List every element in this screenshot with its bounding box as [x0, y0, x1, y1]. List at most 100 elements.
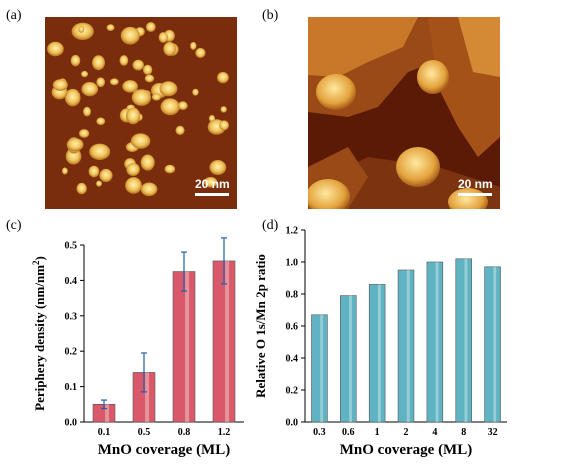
y-tick-label: 1.0 [286, 258, 299, 269]
bar [455, 258, 472, 423]
island [70, 54, 81, 67]
y-tick-label: 0.8 [286, 290, 299, 301]
island [92, 55, 105, 71]
stm-image-b-graphic [308, 17, 500, 209]
island [83, 106, 91, 117]
bar [172, 271, 196, 423]
island [47, 41, 64, 57]
island [209, 160, 227, 176]
island [163, 41, 176, 56]
x-tick-label: 0.8 [178, 427, 191, 438]
island [158, 32, 168, 43]
island [64, 88, 81, 107]
y-tick-label: 0.2 [286, 386, 299, 397]
island [61, 167, 68, 175]
island [99, 168, 113, 183]
y-tick-label: 0.5 [65, 241, 78, 252]
island [76, 182, 87, 195]
y-tick-label: 0.3 [65, 311, 78, 322]
x-axis-label: MnO coverage (ML) [98, 442, 230, 458]
island [88, 165, 100, 178]
island [159, 81, 178, 97]
island [109, 78, 119, 86]
island [78, 25, 85, 33]
y-axis-label-main: Periphery density (nm/nm [32, 265, 47, 411]
island [175, 125, 185, 135]
bar-highlight [406, 270, 410, 422]
island [140, 182, 158, 197]
x-tick-label: 8 [461, 427, 466, 438]
bar [311, 314, 328, 423]
bar-highlight [435, 262, 439, 422]
island [52, 79, 68, 91]
bar [212, 260, 236, 423]
y-axis-label: Relative O 1s/Mn 2p ratio [255, 254, 268, 398]
y-tick-label: 0.4 [65, 276, 78, 287]
y-tick-label: 0.6 [286, 322, 299, 333]
y-axis-label-main: Relative O 1s/Mn 2p ratio [255, 254, 268, 398]
scale-label-b: 20 nm [458, 177, 493, 191]
island [195, 47, 206, 59]
island [131, 89, 152, 106]
island [203, 176, 218, 188]
x-tick-label: 0.6 [342, 427, 355, 438]
y-tick-label: 0.1 [65, 382, 78, 393]
island [177, 101, 188, 111]
y-tick-label: 0.0 [286, 418, 299, 429]
island [96, 180, 102, 187]
island [144, 74, 155, 83]
bar [368, 284, 386, 423]
island [66, 138, 84, 152]
island [142, 64, 153, 75]
y-tick-label: 0.0 [65, 418, 78, 429]
island [119, 55, 129, 66]
bar [340, 295, 357, 423]
x-tick-label: 0.5 [138, 427, 151, 438]
island [145, 22, 156, 32]
island [220, 106, 227, 113]
panel-label-d: (d) [262, 218, 279, 233]
island [164, 164, 176, 174]
bar [397, 269, 415, 423]
x-tick-label: 2 [404, 427, 409, 438]
chart-d: 0.0 0.2 0.4 0.6 0.8 1.0 1.2 0.3 0.6 1 2 4 8 32 MnO cov… [255, 226, 507, 458]
bar-highlight [145, 372, 150, 422]
x-tick-label: 0.1 [98, 427, 111, 438]
panel-label-c: (c) [6, 218, 22, 233]
island [89, 143, 111, 160]
island [120, 26, 140, 45]
y-axis-label-sup: 2 [31, 260, 41, 265]
island [217, 71, 229, 84]
bar [426, 261, 444, 423]
bar-highlight [225, 260, 230, 422]
island [192, 88, 199, 96]
island [160, 98, 180, 116]
island [151, 93, 162, 101]
island [96, 77, 106, 88]
x-axis-label: MnO coverage (ML) [340, 442, 472, 458]
bar-highlight [349, 295, 352, 422]
bar-highlight [464, 258, 468, 422]
y-tick-label: 0.2 [65, 347, 78, 358]
panel-label-b: (b) [262, 8, 279, 23]
island [190, 41, 197, 50]
bar-highlight [493, 266, 497, 422]
island [96, 117, 106, 126]
bar [484, 266, 501, 423]
bar-highlight [185, 271, 190, 422]
island [81, 82, 99, 97]
island [78, 129, 90, 138]
island [126, 163, 140, 177]
bar-highlight [320, 314, 324, 422]
scale-label-a: 20 nm [195, 177, 230, 191]
scale-bar-a [195, 193, 229, 196]
x-tick-label: 1 [375, 427, 380, 438]
island [132, 59, 144, 71]
island [81, 70, 89, 78]
scale-bar-b [458, 193, 492, 196]
island [140, 154, 155, 171]
stm-image-b: 20 nm [308, 17, 500, 209]
island [106, 24, 115, 31]
y-tick-label: 1.2 [286, 226, 299, 237]
island [125, 107, 141, 125]
